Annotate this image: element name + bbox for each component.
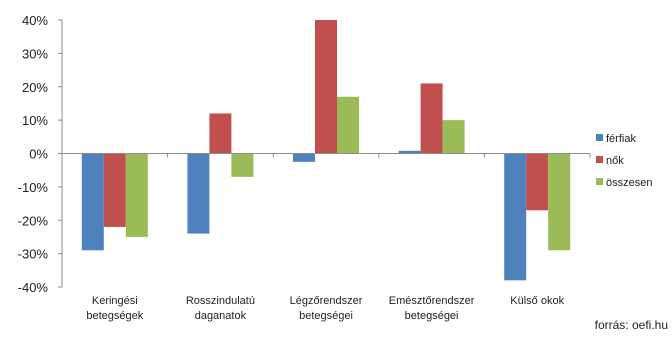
bar-összesen-0: [125, 153, 148, 237]
x-category-label: betegségei: [299, 310, 353, 322]
legend-label: összesen: [606, 177, 652, 189]
x-category-label: daganatok: [195, 310, 247, 322]
source-note: forrás: oefi.hu: [594, 318, 668, 332]
legend-swatch: [596, 156, 603, 163]
legend-label: nők: [606, 155, 624, 167]
bar-férfiak-1: [187, 153, 210, 234]
y-tick-label: 40%: [22, 13, 48, 28]
bar-összesen-4: [548, 153, 571, 251]
x-category-label: Külső okok: [510, 295, 564, 307]
bar-nők-4: [526, 153, 549, 211]
y-tick-label: -10%: [18, 180, 49, 195]
legend-swatch: [596, 178, 603, 185]
x-category-label: Emésztőrendszer: [389, 295, 475, 307]
y-tick-label: -20%: [18, 213, 49, 228]
bar-férfiak-2: [293, 153, 315, 162]
x-category-label: betegségei: [405, 310, 459, 322]
x-category-label: Keringési: [92, 295, 138, 307]
bar-férfiak-3: [398, 150, 421, 154]
x-category-label: Rosszindulatú: [186, 295, 255, 307]
bar-férfiak-0: [81, 153, 104, 251]
legend-label: férfiak: [606, 133, 636, 145]
bar-összesen-2: [337, 96, 359, 154]
legend-swatch: [596, 134, 603, 141]
y-tick-label: 0%: [29, 147, 48, 162]
y-tick-label: 20%: [22, 80, 48, 95]
bar-nők-0: [103, 153, 126, 227]
y-tick-label: 10%: [22, 113, 48, 128]
bar-nők-1: [209, 113, 232, 154]
bar-nők-3: [420, 83, 443, 154]
x-category-label: Légzőrendszer: [290, 295, 363, 307]
y-tick-label: 30%: [22, 46, 48, 61]
y-tick-label: -40%: [18, 280, 49, 295]
x-category-label: betegségek: [86, 310, 143, 322]
y-tick-label: -30%: [18, 247, 49, 262]
bar-férfiak-4: [504, 153, 527, 281]
bar-összesen-3: [442, 120, 465, 154]
bar-nők-2: [315, 20, 337, 154]
bar-összesen-1: [231, 153, 254, 177]
